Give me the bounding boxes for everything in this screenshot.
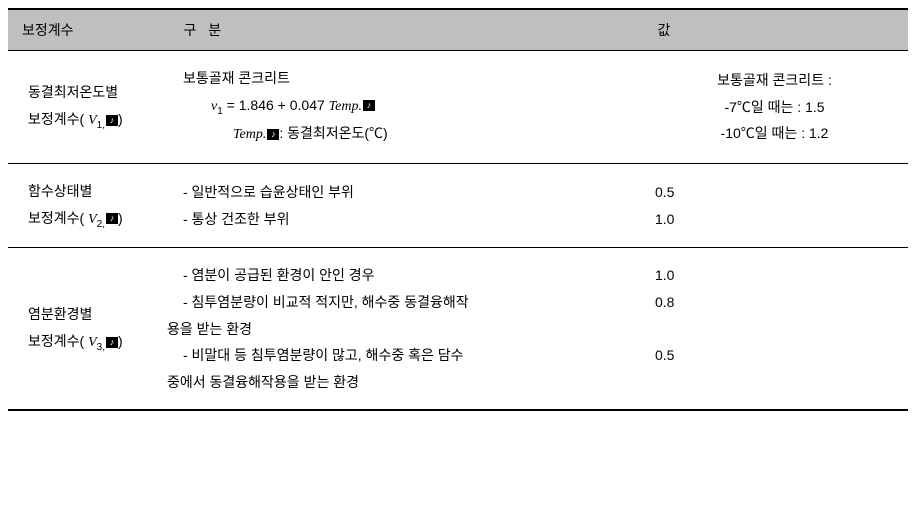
row2-col1: 함수상태별 보정계수( V2,♪) xyxy=(8,163,163,247)
condition-line1: - 일반적으로 습윤상태인 부위 xyxy=(173,179,629,206)
value-line1: 1.0 xyxy=(655,262,894,289)
row2-col2: - 일반적으로 습윤상태인 부위 - 통상 건조한 부위 xyxy=(163,163,643,247)
value-line2: -7℃일 때는 : 1.5 xyxy=(655,94,894,121)
formula-line: v1 = 1.846 + 0.047 Temp.♪ xyxy=(173,92,629,121)
row3-col3: 1.0 0.8 0.5 xyxy=(643,248,908,410)
row1-col2: 보통골재 콘크리트 v1 = 1.846 + 0.047 Temp.♪ Temp… xyxy=(163,51,643,164)
header-col1: 보정계수 xyxy=(8,9,163,51)
note-marker-icon: ♪ xyxy=(106,213,118,224)
note-marker-icon: ♪ xyxy=(363,100,375,111)
spacer xyxy=(655,316,894,343)
temp-desc-text: : 동결최저온도(℃) xyxy=(279,125,387,141)
note-marker-icon: ♪ xyxy=(267,129,279,140)
subscript-2: 2, xyxy=(97,218,105,229)
note-marker-icon: ♪ xyxy=(106,115,118,126)
value-line1: 보통골재 콘크리트 : xyxy=(655,67,894,94)
condition-line2b: 용을 받는 환경 xyxy=(167,316,629,343)
variable-v2: V xyxy=(88,212,97,227)
row3-col2: - 염분이 공급된 환경이 안인 경우 - 침투염분량이 비교적 적지만, 해수… xyxy=(163,248,643,410)
coefficient-name-line2: 보정계수( V1,♪) xyxy=(28,106,149,135)
subscript-3: 3, xyxy=(97,342,105,353)
condition-line3b: 중에서 동결융해작용을 받는 환경 xyxy=(167,369,629,396)
row1-col1: 동결최저온도별 보정계수( V1,♪) xyxy=(8,51,163,164)
coefficient-name-line1: 함수상태별 xyxy=(28,178,149,205)
suffix-text: ) xyxy=(118,111,123,127)
header-col3: 값 xyxy=(643,9,908,51)
condition-line2: - 침투염분량이 비교적 적지만, 해수중 동결융해작 xyxy=(167,289,629,316)
temp-var: Temp. xyxy=(329,99,362,114)
condition-line2: - 통상 건조한 부위 xyxy=(173,206,629,233)
value-line3: 0.5 xyxy=(655,342,894,369)
value-line1: 0.5 xyxy=(655,179,894,206)
coefficient-name-line1: 염분환경별 xyxy=(28,301,149,328)
prefix-text: 보정계수( xyxy=(28,333,88,349)
correction-factors-table: 보정계수 구 분 값 동결최저온도별 보정계수( V1,♪) 보통골재 콘크리트… xyxy=(8,8,908,411)
value-line2: 1.0 xyxy=(655,206,894,233)
prefix-text: 보정계수( xyxy=(28,210,88,226)
variable-v1: V xyxy=(88,113,97,128)
table-header: 보정계수 구 분 값 xyxy=(8,9,908,51)
variable-v3: V xyxy=(88,335,97,350)
condition-line1: - 염분이 공급된 환경이 안인 경우 xyxy=(167,262,629,289)
formula-eq: = 1.846 + 0.047 xyxy=(223,97,329,113)
table-row: 함수상태별 보정계수( V2,♪) - 일반적으로 습윤상태인 부위 - 통상 … xyxy=(8,163,908,247)
formula-desc: Temp.♪: 동결최저온도(℃) xyxy=(173,120,629,149)
condition-line3: - 비말대 등 침투염분량이 많고, 해수중 혹은 담수 xyxy=(167,342,629,369)
table-row: 염분환경별 보정계수( V3,♪) - 염분이 공급된 환경이 안인 경우 - … xyxy=(8,248,908,410)
value-line3: -10℃일 때는 : 1.2 xyxy=(655,120,894,147)
row3-col1: 염분환경별 보정계수( V3,♪) xyxy=(8,248,163,410)
row2-col3: 0.5 1.0 xyxy=(643,163,908,247)
suffix-text: ) xyxy=(118,333,123,349)
coefficient-name-line2: 보정계수( V2,♪) xyxy=(28,205,149,234)
header-col2: 구 분 xyxy=(163,9,643,51)
coefficient-name-line1: 동결최저온도별 xyxy=(28,79,149,106)
value-line2: 0.8 xyxy=(655,289,894,316)
table-row: 동결최저온도별 보정계수( V1,♪) 보통골재 콘크리트 v1 = 1.846… xyxy=(8,51,908,164)
aggregate-title: 보통골재 콘크리트 xyxy=(173,65,629,92)
subscript-1: 1, xyxy=(97,120,105,131)
suffix-text: ) xyxy=(118,210,123,226)
note-marker-icon: ♪ xyxy=(106,337,118,348)
prefix-text: 보정계수( xyxy=(28,111,88,127)
coefficient-name-line2: 보정계수( V3,♪) xyxy=(28,328,149,357)
row1-col3: 보통골재 콘크리트 : -7℃일 때는 : 1.5 -10℃일 때는 : 1.2 xyxy=(643,51,908,164)
temp-var-desc: Temp. xyxy=(233,127,266,142)
